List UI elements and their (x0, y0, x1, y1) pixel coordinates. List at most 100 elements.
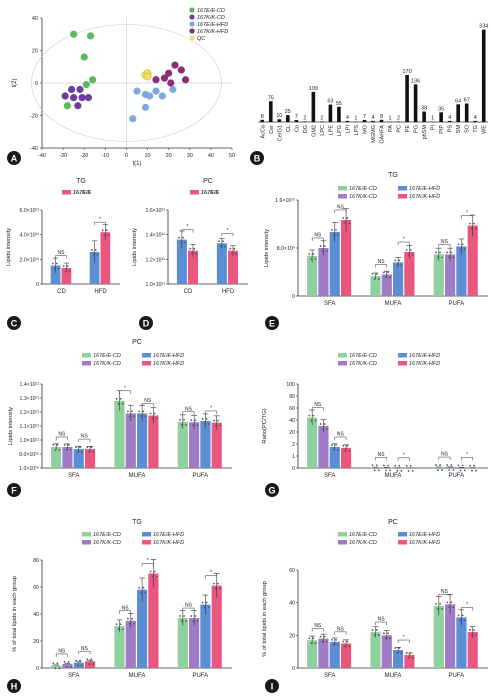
replicate-dot (346, 444, 349, 447)
data-bar (404, 252, 415, 296)
data-bar (393, 650, 404, 668)
significance-bracket (55, 436, 68, 440)
significance-label: NS (81, 646, 89, 652)
significance-bracket (311, 407, 324, 411)
replicate-dot (179, 615, 181, 617)
legend-label: 167E/E-CD (349, 353, 377, 359)
replicate-dot (182, 236, 185, 239)
significance-bracket (221, 233, 234, 237)
panel-letter: E (269, 319, 275, 329)
replicate-dot (407, 254, 410, 256)
replicate-dot (459, 619, 462, 622)
panel-letter-badge: G (265, 483, 279, 497)
data-point (129, 115, 137, 123)
replicate-dot (142, 586, 145, 589)
replicate-dot (55, 262, 58, 265)
replicate-dot (52, 444, 55, 446)
y-tick-label: 20 (32, 49, 38, 55)
replicate-dot (319, 423, 322, 425)
replicate-dot (471, 227, 473, 230)
bar-value-label: 4 (371, 115, 374, 121)
significance-bracket (334, 436, 347, 440)
replicate-dot (196, 424, 199, 427)
replicate-dot (310, 419, 313, 422)
legend-swatch (142, 532, 151, 537)
replicate-dot (185, 620, 187, 622)
significance-label: NS (122, 605, 130, 611)
replicate-dot (439, 251, 441, 254)
data-point (78, 94, 86, 102)
replicate-dot (65, 666, 68, 668)
legend-label: 167K/K (73, 190, 91, 196)
replicate-dot (459, 469, 462, 472)
replicate-dot (56, 662, 59, 665)
legend-label: 167E/E-CD (349, 532, 377, 538)
replicate-dot (437, 608, 439, 610)
y-axis-label: % of total lipids in each group (262, 581, 268, 657)
replicate-dot (405, 249, 408, 251)
legend-label: QC (197, 36, 205, 42)
replicate-dot (218, 240, 221, 243)
y-tick-label: 20 (33, 639, 39, 645)
y-tick-label: 1.2×10¹¹ (20, 410, 40, 416)
replicate-dot (54, 449, 57, 451)
category-label: MUFA (129, 473, 146, 479)
replicate-dot (371, 629, 374, 631)
replicate-dot (473, 222, 475, 225)
replicate-dot (371, 464, 374, 467)
data-bar (189, 422, 200, 468)
legend-label: 167K/K (201, 190, 219, 196)
data-bar (456, 467, 467, 468)
y-tick-label: 100 (286, 382, 295, 388)
replicate-dot (394, 259, 397, 262)
replicate-dot (400, 652, 403, 654)
data-point (84, 94, 93, 102)
bar-value-label: 8 (380, 114, 383, 120)
replicate-dot (441, 469, 443, 471)
replicate-dot (409, 652, 412, 654)
replicate-dot (217, 582, 219, 585)
panel-letter-circle (139, 316, 153, 330)
data-bar (125, 413, 136, 468)
data-bar (329, 641, 340, 668)
count-bar (260, 119, 265, 122)
replicate-dot (121, 628, 124, 631)
y-tick-label: 0 (292, 294, 295, 300)
y-tick-label: 0 (292, 466, 295, 472)
legend-swatch (338, 361, 347, 366)
significance-label: * (466, 210, 468, 216)
replicate-dot (138, 410, 141, 413)
replicate-dot (398, 647, 401, 649)
legend-swatch (338, 186, 347, 191)
replicate-dot (90, 249, 93, 251)
bar-value-label: 55 (336, 101, 342, 107)
replicate-dot (192, 424, 195, 427)
y-axis-label: % of total lipids in each group (12, 576, 18, 652)
legend-label: 167E/E-CD (197, 8, 225, 14)
legend-label: 167E/E-CD (349, 186, 377, 192)
replicate-dot (348, 645, 351, 648)
bar-value-label: 38 (421, 105, 427, 111)
replicate-dot (333, 643, 335, 646)
bar-value-label: 67 (464, 97, 470, 103)
significance-label: NS (58, 432, 66, 438)
replicate-dot (153, 570, 156, 573)
replicate-dot (325, 640, 328, 643)
replicate-dot (407, 470, 410, 472)
replicate-dot (149, 412, 152, 415)
y-tick-label: 1.6×10¹⁰ (275, 198, 295, 204)
replicate-dot (337, 643, 339, 646)
y-axis-label: Ratio(PC/TG) (262, 408, 268, 443)
category-label: LPI (345, 125, 351, 134)
replicate-dot (215, 587, 217, 590)
replicate-dot (155, 417, 158, 420)
replicate-dot (138, 586, 141, 589)
replicate-dot (155, 575, 158, 578)
x-tick-label: -10 (101, 153, 109, 159)
replicate-dot (450, 464, 453, 466)
significance-label: NS (441, 452, 449, 458)
significance-bracket (182, 411, 195, 415)
replicate-dot (193, 247, 196, 250)
replicate-dot (446, 251, 449, 254)
count-bar (303, 121, 307, 122)
